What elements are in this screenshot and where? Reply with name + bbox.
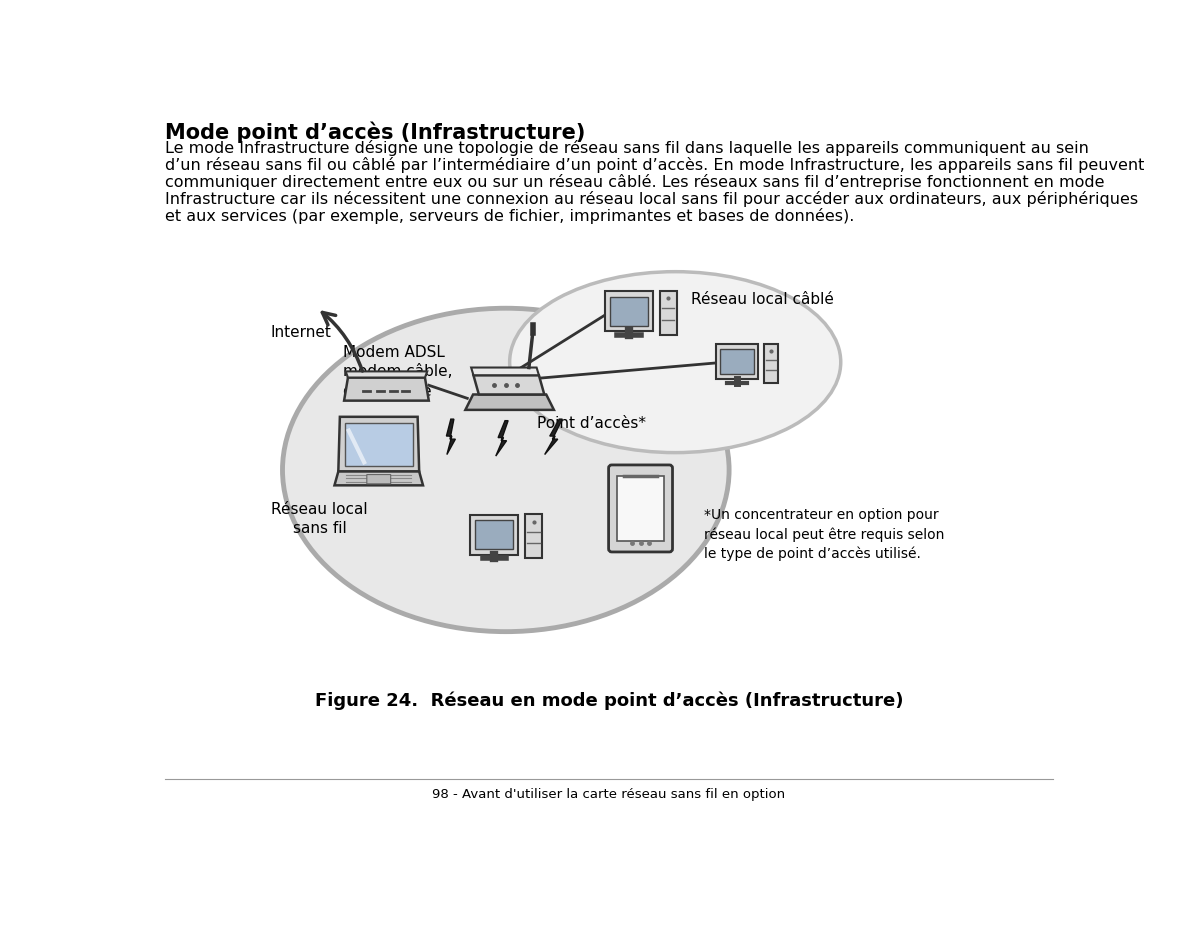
Text: et aux services (par exemple, serveurs de fichier, imprimantes et bases de donné: et aux services (par exemple, serveurs d…: [165, 208, 855, 224]
Polygon shape: [465, 394, 554, 410]
FancyBboxPatch shape: [474, 520, 514, 549]
Text: Réseau local câblé: Réseau local câblé: [691, 292, 833, 307]
Polygon shape: [545, 419, 562, 455]
Text: Le mode Infrastructure désigne une topologie de réseau sans fil dans laquelle le: Le mode Infrastructure désigne une topol…: [165, 141, 1089, 156]
Text: Point d’accès*: Point d’accès*: [536, 416, 646, 431]
Text: Internet: Internet: [271, 325, 332, 341]
Text: d’un réseau sans fil ou câblé par l’intermédiaire d’un point d’accès. En mode In: d’un réseau sans fil ou câblé par l’inte…: [165, 157, 1145, 173]
Ellipse shape: [510, 271, 841, 453]
FancyBboxPatch shape: [719, 349, 754, 374]
FancyBboxPatch shape: [609, 465, 673, 552]
Text: Modem ADSL
modem câble,
ou similaire: Modem ADSL modem câble, ou similaire: [342, 345, 452, 398]
Polygon shape: [334, 471, 423, 485]
Polygon shape: [339, 417, 420, 471]
Text: *Un concentrateur en option pour
réseau local peut être requis selon
le type de : *Un concentrateur en option pour réseau …: [704, 508, 945, 560]
Text: communiquer directement entre eux ou sur un réseau câblé. Les réseaux sans fil d: communiquer directement entre eux ou sur…: [165, 174, 1105, 190]
FancyBboxPatch shape: [471, 515, 518, 555]
Polygon shape: [496, 420, 508, 457]
FancyBboxPatch shape: [367, 474, 391, 483]
FancyBboxPatch shape: [716, 344, 757, 379]
FancyBboxPatch shape: [345, 423, 413, 466]
Text: 98 - Avant d'utiliser la carte réseau sans fil en option: 98 - Avant d'utiliser la carte réseau sa…: [433, 788, 786, 801]
FancyBboxPatch shape: [605, 292, 653, 332]
FancyBboxPatch shape: [660, 291, 677, 335]
Text: Réseau local
sans fil: Réseau local sans fil: [271, 502, 367, 536]
Polygon shape: [473, 375, 545, 394]
Text: Figure 24.  Réseau en mode point d’accès (Infrastructure): Figure 24. Réseau en mode point d’accès …: [315, 692, 904, 710]
Polygon shape: [471, 368, 539, 375]
FancyBboxPatch shape: [526, 514, 542, 558]
FancyArrowPatch shape: [322, 312, 363, 371]
FancyBboxPatch shape: [763, 344, 779, 383]
Text: Infrastructure car ils nécessitent une connexion au réseau local sans fil pour a: Infrastructure car ils nécessitent une c…: [165, 191, 1139, 207]
FancyBboxPatch shape: [610, 296, 648, 326]
Polygon shape: [446, 419, 455, 455]
Polygon shape: [344, 378, 429, 401]
Text: Mode point d’accès (Infrastructure): Mode point d’accès (Infrastructure): [165, 122, 586, 144]
Polygon shape: [346, 371, 427, 378]
Ellipse shape: [283, 308, 729, 632]
FancyBboxPatch shape: [617, 476, 663, 541]
